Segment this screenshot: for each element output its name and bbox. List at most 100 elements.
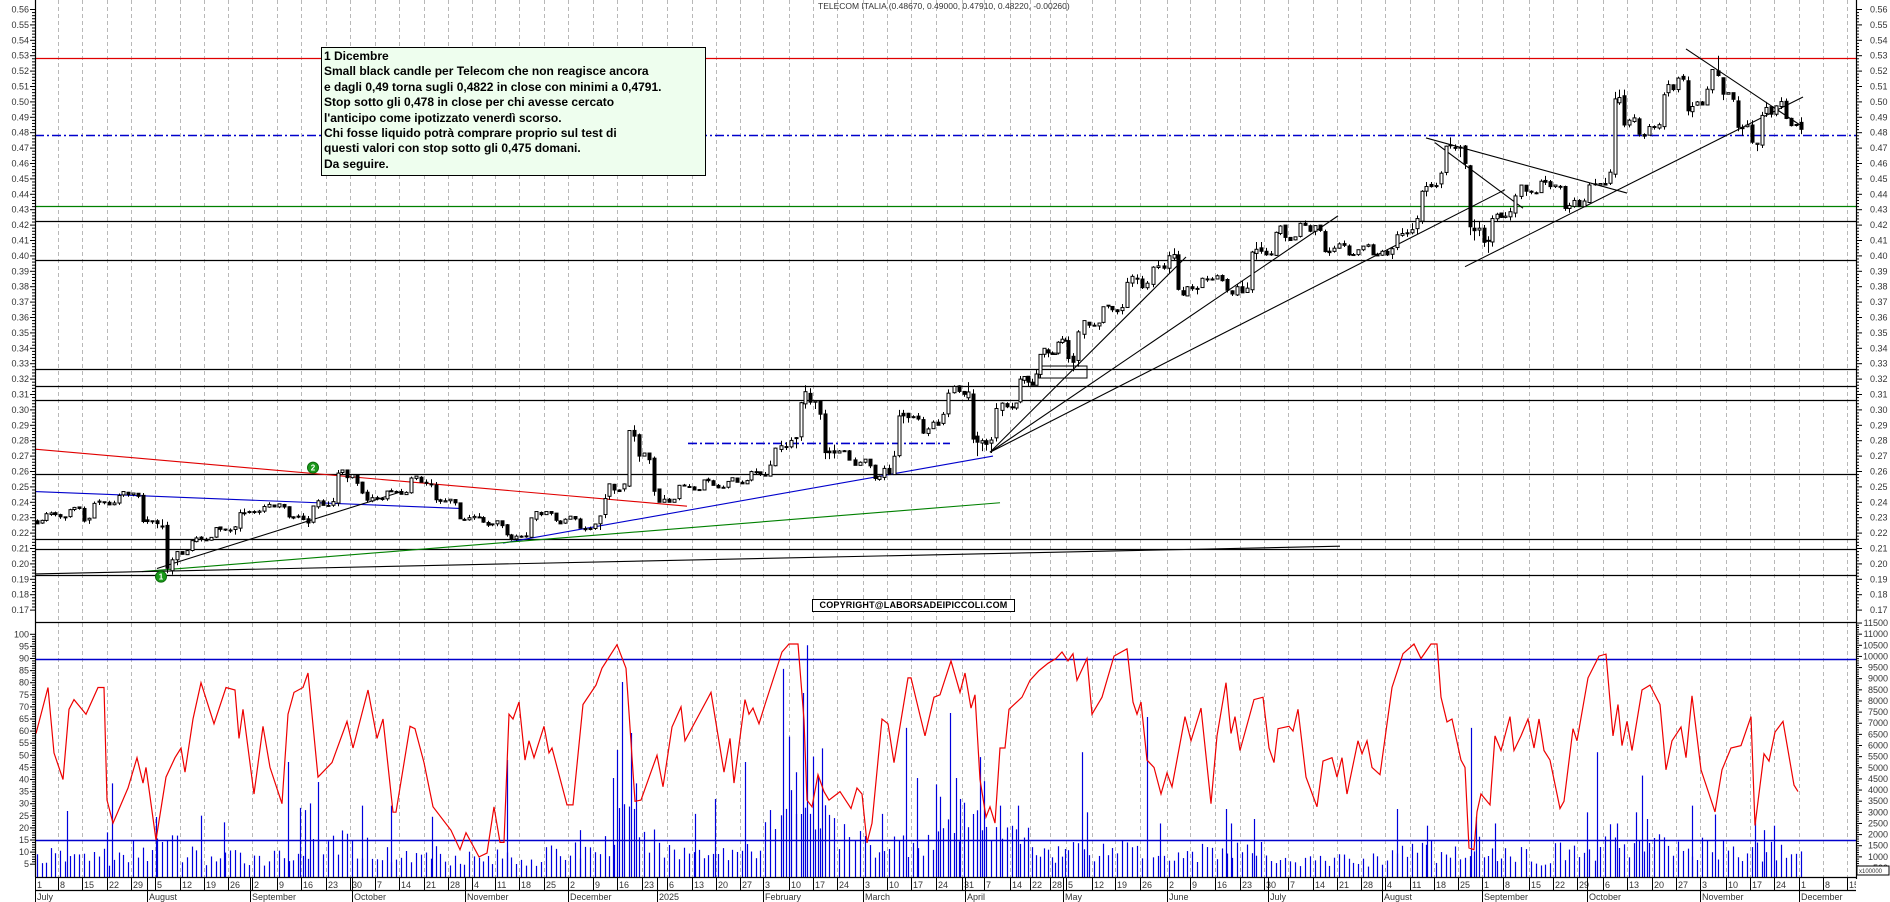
- volume-axis-label: 11000: [1864, 629, 1888, 639]
- candle-white: [773, 447, 778, 467]
- price-axis-label-left: 0.22: [11, 528, 29, 538]
- candle-white: [1593, 183, 1598, 186]
- candle-black: [438, 499, 443, 502]
- pivot-marker-icon: [307, 461, 319, 474]
- week-tick-label: 10: [889, 880, 899, 890]
- week-tick-label: 22: [109, 880, 119, 890]
- price-axis-label-left: 0.29: [11, 420, 29, 430]
- week-tick-label: 14: [1012, 880, 1022, 890]
- candle-white: [1690, 106, 1695, 113]
- month-label: November: [467, 892, 509, 902]
- candle-white: [404, 491, 409, 496]
- candle-black: [252, 511, 257, 514]
- candle-white: [1395, 234, 1400, 249]
- price-axis-label-right: 0.36: [1870, 313, 1888, 323]
- price-axis-label-left: 0.17: [11, 605, 29, 615]
- candle-black: [921, 419, 926, 434]
- candle-black: [399, 491, 404, 495]
- candle-black: [180, 551, 185, 555]
- volume-axis-label: 10000: [1863, 651, 1888, 661]
- candle-white: [150, 520, 155, 523]
- price-axis-label-left: 0.54: [11, 35, 29, 45]
- candle-black: [873, 464, 878, 479]
- candle-white: [1042, 347, 1047, 355]
- volume-bars: [36, 645, 1803, 877]
- oscillator-axis-label: 5: [24, 859, 29, 869]
- candle-black: [1288, 236, 1293, 241]
- candle-black: [1769, 106, 1774, 115]
- oscillator-axis-label: 35: [19, 787, 29, 797]
- candle-black: [389, 490, 394, 493]
- candle-black: [1176, 254, 1181, 290]
- candle-black: [1468, 165, 1473, 228]
- candle-black: [282, 503, 287, 508]
- candle-white: [1400, 233, 1405, 236]
- price-axis-label-left: 0.23: [11, 513, 29, 523]
- candle-white: [1519, 184, 1524, 197]
- candle-white: [467, 517, 472, 521]
- week-tick-label: 20: [1654, 880, 1664, 890]
- candle-white: [622, 483, 627, 490]
- candle-white: [443, 500, 448, 503]
- oscillator-axis-label: 10: [19, 847, 29, 857]
- candle-black: [1318, 224, 1323, 231]
- week-tick-label: 15: [1531, 880, 1541, 890]
- candle-black: [1046, 349, 1051, 354]
- candle-white: [1726, 92, 1731, 95]
- volume-axis-label: 7000: [1868, 718, 1888, 728]
- candle-white: [277, 503, 282, 508]
- price-axis-label-right: 0.43: [1870, 205, 1888, 215]
- candle-black: [291, 516, 296, 519]
- week-tick-label: 28: [1363, 880, 1373, 890]
- candle-black: [1736, 100, 1741, 128]
- price-axis-label-left: 0.38: [11, 282, 29, 292]
- candle-white: [593, 523, 598, 529]
- candle-black: [509, 534, 514, 540]
- candle-white: [1458, 146, 1463, 149]
- oscillator-line-group: [35, 643, 1799, 858]
- candle-white: [242, 512, 247, 515]
- week-tick-label: 4: [1387, 880, 1392, 890]
- candle-white: [68, 509, 73, 518]
- week-tick-label: 16: [1217, 880, 1227, 890]
- candle-white: [1539, 180, 1544, 194]
- week-tick-label: 11: [1412, 880, 1421, 890]
- week-tick-label: 18: [1436, 880, 1446, 890]
- candle-black: [1529, 190, 1534, 193]
- candle-black: [1429, 183, 1434, 188]
- candle-black: [706, 478, 711, 482]
- trendline: [35, 490, 461, 510]
- candle-black: [1264, 250, 1269, 256]
- candle-white: [563, 518, 568, 524]
- oscillator-axis-label: 45: [19, 762, 29, 772]
- week-tick-label: 12: [182, 880, 192, 890]
- candle-white: [1627, 119, 1632, 126]
- oscillator-axis-label: 75: [19, 690, 29, 700]
- price-axis-label-left: 0.40: [11, 251, 29, 261]
- price-axis-label-left: 0.36: [11, 313, 29, 323]
- week-tick-label: 15: [1849, 880, 1859, 890]
- candle-black: [58, 514, 63, 518]
- week-tick-label: 9: [279, 880, 284, 890]
- candle-black: [554, 512, 559, 521]
- candle-black: [326, 504, 331, 507]
- candle-white: [749, 471, 754, 481]
- candle-white: [926, 428, 931, 434]
- candle-white: [1587, 184, 1592, 204]
- candle-black: [155, 520, 160, 525]
- candle-white: [588, 527, 593, 530]
- candle-black: [667, 498, 672, 503]
- candle-white: [1632, 117, 1637, 123]
- candle-black: [612, 483, 617, 491]
- candle-white: [1235, 286, 1240, 296]
- price-panel: 12: [35, 48, 1856, 583]
- candle-white: [1106, 304, 1111, 307]
- volume-axis-label: 2000: [1868, 830, 1888, 840]
- candle-black: [272, 504, 277, 508]
- candle-black: [500, 520, 505, 527]
- price-axis-label-left: 0.48: [11, 128, 29, 138]
- candle-white: [1332, 247, 1337, 252]
- week-tick-label: 13: [1629, 880, 1639, 890]
- month-label: April: [967, 892, 985, 902]
- week-tick-label: 22: [1032, 880, 1042, 890]
